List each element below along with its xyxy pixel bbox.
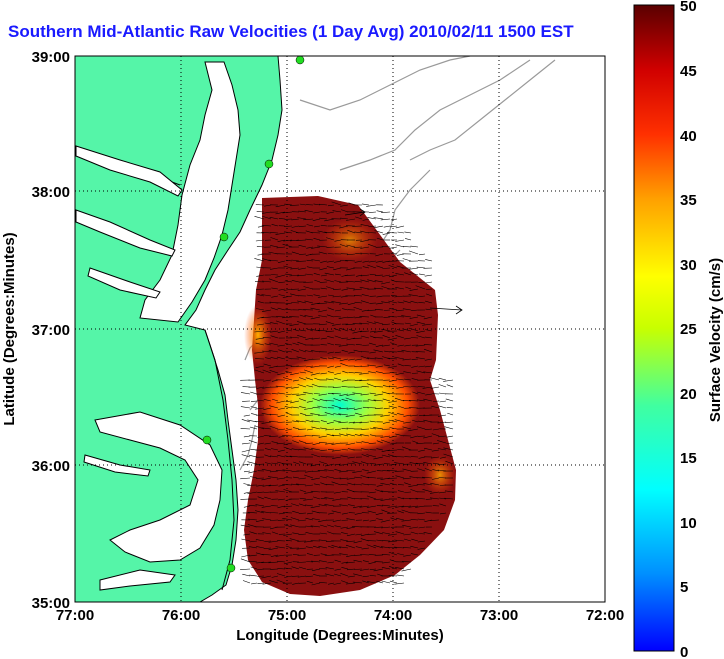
- x-tick: 72:00: [586, 607, 624, 624]
- colorbar-tick: 10: [680, 515, 697, 532]
- colorbar-label: Surface Velocity (cm/s): [707, 258, 724, 422]
- colorbar-tick: 50: [680, 0, 697, 15]
- x-axis: 77:00 76:00 75:00 74:00 73:00 72:00 Long…: [56, 607, 624, 644]
- y-axis: 39:00 38:00 37:00 36:00 35:00 Latitude (…: [1, 49, 70, 612]
- x-tick: 77:00: [56, 607, 94, 624]
- y-tick: 35:00: [32, 595, 70, 612]
- x-tick: 76:00: [162, 607, 200, 624]
- colorbar-tick: 5: [680, 579, 688, 596]
- colorbar-tick: 15: [680, 450, 697, 467]
- colorbar-tick: 25: [680, 321, 697, 338]
- colorbar-tick: 35: [680, 192, 697, 209]
- bay: [139, 61, 241, 323]
- x-axis-label: Longitude (Degrees:Minutes): [236, 627, 444, 644]
- x-tick: 73:00: [480, 607, 518, 624]
- x-tick: 74:00: [374, 607, 412, 624]
- y-axis-label: Latitude (Degrees:Minutes): [1, 232, 18, 425]
- colorbar-tick: 0: [680, 644, 688, 659]
- x-tick: 75:00: [268, 607, 306, 624]
- colorbar-tick: 40: [680, 128, 697, 145]
- y-tick: 36:00: [32, 458, 70, 475]
- colorbar: 50 45 40 35 30 25 20 15 10 5 0 Surface V…: [633, 0, 724, 659]
- y-tick: 37:00: [32, 322, 70, 339]
- plot-title: Southern Mid-Atlantic Raw Velocities (1 …: [8, 22, 574, 41]
- y-tick: 38:00: [32, 184, 70, 201]
- velocity-field: [240, 196, 456, 596]
- y-tick: 39:00: [32, 49, 70, 66]
- colorbar-tick: 30: [680, 257, 697, 274]
- colorbar-tick: 45: [680, 63, 697, 80]
- colorbar-scale: [633, 4, 675, 652]
- colorbar-tick: 20: [680, 386, 697, 403]
